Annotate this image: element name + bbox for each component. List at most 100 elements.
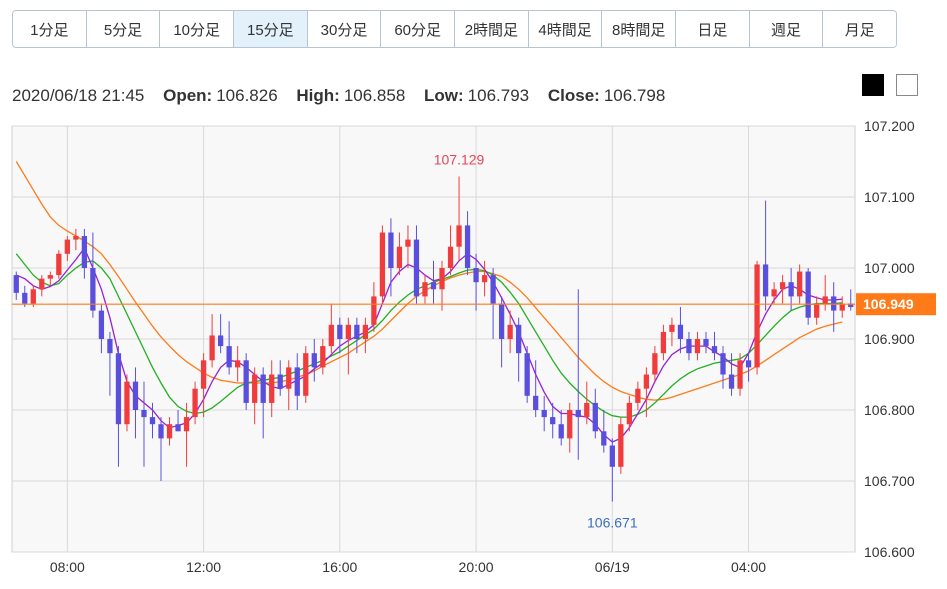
- candle-body: [320, 346, 326, 368]
- candle-body: [22, 292, 28, 304]
- y-tick-label: 107.200: [864, 118, 915, 134]
- candle-body: [158, 424, 164, 439]
- candle-body: [260, 374, 266, 403]
- candle: [39, 275, 45, 297]
- candle-body: [430, 282, 437, 290]
- candle: [294, 353, 300, 410]
- candle-body: [226, 346, 232, 368]
- tab-10[interactable]: 週足: [749, 11, 824, 47]
- candle: [652, 346, 658, 382]
- candle: [362, 317, 369, 354]
- candle: [745, 353, 752, 382]
- candle-body: [269, 374, 275, 403]
- light-theme-button[interactable]: [896, 74, 918, 96]
- candle-body: [473, 268, 479, 283]
- candle: [90, 232, 96, 318]
- candle: [149, 402, 156, 439]
- candle-body: [771, 289, 777, 297]
- open-value: 106.826: [216, 86, 278, 105]
- candle: [720, 346, 726, 389]
- candle: [516, 317, 522, 382]
- candle: [447, 225, 454, 276]
- candlestick-chart[interactable]: 107.200 107.100 107.000 106.900 106.800 106.7…: [0, 110, 947, 589]
- candle: [805, 268, 811, 325]
- candle-body: [652, 353, 658, 375]
- candle-body: [507, 324, 513, 339]
- candle: [839, 296, 845, 318]
- candle-body: [805, 271, 811, 318]
- candle-body: [235, 360, 241, 368]
- candle-body: [107, 339, 113, 354]
- candle-body: [371, 296, 377, 325]
- candle: [788, 268, 794, 311]
- candle-body: [252, 374, 258, 403]
- candle: [115, 346, 122, 467]
- candle: [73, 228, 79, 251]
- high-label: High:: [296, 86, 340, 105]
- candle: [490, 268, 496, 339]
- candle-body: [388, 232, 394, 268]
- candle: [141, 381, 147, 467]
- tab-11[interactable]: 月足: [823, 11, 896, 47]
- tab-7[interactable]: 4時間足: [528, 11, 603, 47]
- candle: [371, 282, 377, 332]
- candle: [831, 282, 837, 332]
- candle-body: [115, 353, 122, 425]
- candle-body: [584, 402, 590, 418]
- x-tick-label: 08:00: [50, 559, 85, 575]
- tab-3[interactable]: 15分足: [234, 11, 308, 47]
- candle-body: [779, 282, 786, 290]
- candle: [56, 250, 62, 279]
- tab-4[interactable]: 30分足: [307, 11, 382, 47]
- candle-body: [303, 353, 309, 396]
- candle-body: [737, 360, 743, 389]
- candle-body: [337, 324, 343, 339]
- candle: [132, 367, 139, 439]
- candle: [286, 360, 292, 410]
- candle: [396, 232, 403, 276]
- candle-body: [166, 424, 173, 439]
- candle-body: [814, 303, 820, 318]
- candle: [558, 410, 564, 446]
- candle-body: [141, 410, 147, 418]
- candle: [439, 260, 445, 311]
- tab-9[interactable]: 日足: [676, 11, 750, 47]
- candle: [252, 367, 258, 425]
- y-tick-label: 106.800: [864, 402, 915, 418]
- candle-body: [294, 367, 300, 396]
- tab-5[interactable]: 60分足: [381, 11, 456, 47]
- candle-body: [609, 445, 615, 467]
- candle: [413, 225, 420, 304]
- y-tick-label: 106.600: [864, 544, 915, 560]
- candle: [430, 260, 437, 304]
- candle-body: [575, 410, 581, 418]
- candle: [107, 331, 113, 396]
- dark-theme-button[interactable]: [862, 74, 884, 96]
- y-tick-label: 106.700: [864, 473, 915, 489]
- tab-6[interactable]: 2時間足: [455, 11, 529, 47]
- candle-body: [149, 417, 156, 425]
- candle-body: [396, 246, 403, 268]
- candle: [677, 307, 684, 354]
- candle-body: [64, 239, 70, 254]
- candle: [762, 200, 769, 311]
- candle-body: [848, 303, 854, 308]
- candle: [507, 310, 513, 354]
- candle: [754, 260, 760, 375]
- candle-body: [124, 381, 130, 425]
- candle-body: [643, 374, 650, 389]
- tab-0[interactable]: 1分足: [13, 11, 87, 47]
- candle-body: [677, 324, 684, 339]
- tab-1[interactable]: 5分足: [86, 11, 161, 47]
- ohlc-info: 2020/06/18 21:45 Open: 106.826 High: 106.8…: [12, 86, 665, 106]
- candle: [354, 317, 360, 354]
- timeframe-tabs: 1分足 5分足 10分足 15分足 30分足 60分足 2時間足 4時間足 8時間足 日足 週足 月足: [12, 10, 897, 48]
- candle: [183, 402, 190, 467]
- x-tick-label: 12:00: [186, 559, 221, 575]
- candle: [217, 314, 224, 354]
- low-value: 106.793: [467, 86, 530, 105]
- candle: [524, 346, 530, 403]
- tab-8[interactable]: 8時間足: [602, 11, 677, 47]
- candle-body: [422, 282, 428, 297]
- tab-2[interactable]: 10分足: [160, 11, 235, 47]
